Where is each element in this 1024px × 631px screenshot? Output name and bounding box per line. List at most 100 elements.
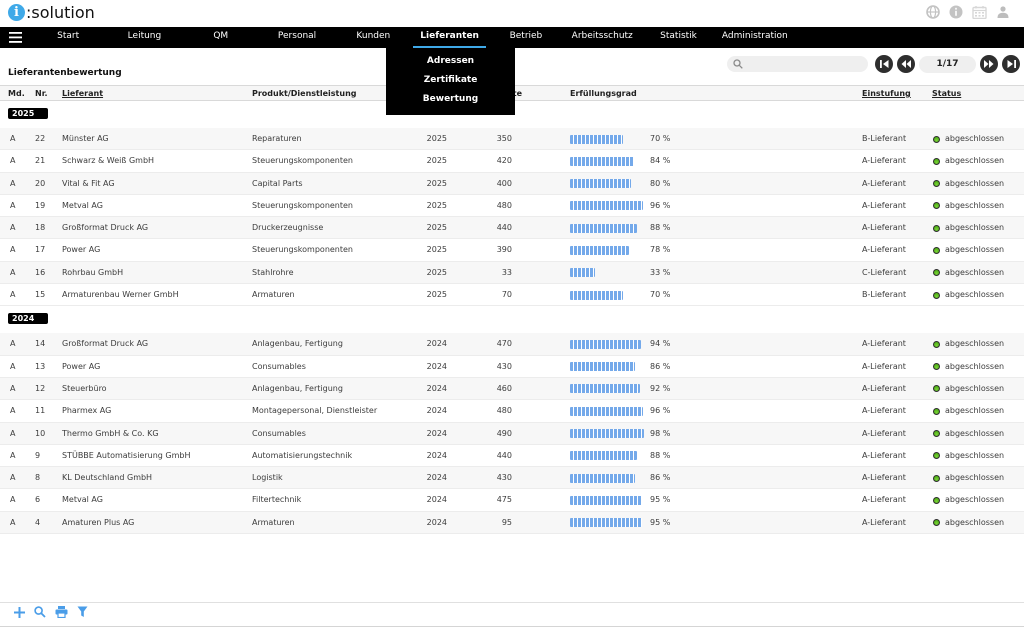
- cell-erfuellungsgrad: 70 %: [650, 134, 671, 143]
- status-green-icon: [933, 291, 940, 299]
- menu-icon[interactable]: [0, 27, 30, 48]
- first-page-button[interactable]: [875, 55, 893, 73]
- cell-produkt: Anlagenbau, Fertigung: [252, 339, 343, 349]
- nav-item-qm[interactable]: QM: [213, 31, 229, 41]
- nav-item-statistik[interactable]: Statistik: [660, 31, 697, 41]
- search-input[interactable]: [747, 59, 857, 69]
- col-header-lieferant[interactable]: Lieferant: [62, 89, 104, 98]
- add-icon[interactable]: [14, 606, 25, 618]
- status-green-icon: [933, 180, 940, 188]
- cell-nr: 17: [35, 245, 46, 255]
- table-row[interactable]: A 17 Power AG Steuerungskomponenten 2025 390 7…: [0, 239, 1024, 262]
- cell-produkt: Steuerungskomponenten: [252, 156, 354, 166]
- cell-produkt: Consumables: [252, 428, 306, 438]
- cell-einstufung: A-Lieferant: [862, 383, 906, 393]
- cell-status: abgeschlossen: [945, 450, 1005, 460]
- erfuellungsgrad-bar: [570, 156, 634, 166]
- cell-status: abgeschlossen: [945, 245, 1005, 255]
- cell-lieferant: Schwarz & Weiß GmbH: [62, 156, 155, 166]
- nav-items: Start Leitung QM Personal Kunden Lieferanten B…: [30, 27, 793, 48]
- cell-produkt: Stahlrohre: [252, 267, 294, 277]
- last-page-button[interactable]: [1002, 55, 1020, 73]
- cell-jahr: 2024: [426, 517, 447, 527]
- table-row[interactable]: A 9 STÜBBE Automatisierung GmbH Automatisie…: [0, 445, 1024, 468]
- footer-divider-top: [0, 602, 1024, 603]
- dropdown-item-zertifikate[interactable]: Zertifikate: [423, 75, 478, 85]
- cell-jahr: 2025: [426, 134, 447, 143]
- cell-punkte: 440: [496, 223, 512, 233]
- nav-item-leitung[interactable]: Leitung: [127, 31, 162, 41]
- cell-nr: 22: [35, 134, 46, 143]
- cell-status: abgeschlossen: [945, 473, 1005, 483]
- status-green-icon: [933, 519, 940, 527]
- status-green-icon: [933, 430, 940, 438]
- table-row[interactable]: A 13 Power AG Consumables 2024 430 86 % A-Liefe…: [0, 356, 1024, 378]
- table-row[interactable]: A 16 Rohrbau GmbH Stahlrohre 2025 33 33 % C-Lie…: [0, 261, 1024, 285]
- section-rows: A 14 Großformat Druck AG Anlagenbau, Fertig…: [0, 333, 1024, 535]
- table-row[interactable]: A 8 KL Deutschland GmbH Logistik 2024 430 86 %…: [0, 467, 1024, 490]
- cell-produkt: Capital Parts: [252, 178, 303, 188]
- cell-lieferant: STÜBBE Automatisierung GmbH: [62, 450, 191, 460]
- cell-nr: 12: [35, 383, 46, 393]
- filter-icon[interactable]: [77, 606, 88, 618]
- table-row[interactable]: A 18 Großformat Druck AG Druckerzeugnisse 20…: [0, 217, 1024, 240]
- cell-status: abgeschlossen: [945, 495, 1005, 505]
- cell-punkte: 95: [501, 517, 512, 527]
- prev-page-button[interactable]: [897, 55, 915, 73]
- nav-item-kunden[interactable]: Kunden: [356, 31, 391, 41]
- info-icon[interactable]: [949, 5, 963, 19]
- nav-item-start[interactable]: Start: [57, 31, 80, 41]
- erfuellungsgrad-bar: [570, 362, 636, 372]
- cell-produkt: Armaturen: [252, 290, 295, 300]
- cell-md: A: [10, 517, 16, 527]
- erfuellungsgrad-bar: [570, 290, 624, 300]
- search-icon[interactable]: [34, 606, 46, 618]
- cell-nr: 13: [35, 361, 46, 371]
- nav-item-personal[interactable]: Personal: [277, 31, 317, 41]
- col-header-status[interactable]: Status: [932, 89, 962, 98]
- table-row[interactable]: A 19 Metval AG Steuerungskomponenten 2025 480…: [0, 195, 1024, 218]
- table-row[interactable]: A 22 Münster AG Reparaturen 2025 350 70 % B-Lie…: [0, 128, 1024, 151]
- topbar: i :solution: [0, 0, 1024, 27]
- year-section-2025: 2025 A 22 Münster AG Reparaturen 2025 350 70 % B…: [0, 101, 1024, 307]
- table-row[interactable]: A 10 Thermo GmbH & Co. KG Consumables 2024 49…: [0, 422, 1024, 445]
- table-row[interactable]: A 6 Metval AG Filtertechnik 2024 475 95 % A-Lie…: [0, 489, 1024, 512]
- cell-jahr: 2025: [426, 290, 447, 300]
- search-box[interactable]: [727, 56, 868, 72]
- table-row[interactable]: A 11 Pharmex AG Montagepersonal, Dienstleis…: [0, 400, 1024, 423]
- erfuellungsgrad-bar: [570, 245, 630, 255]
- erfuellungsgrad-bar: [570, 134, 624, 144]
- nav-item-betrieb[interactable]: Betrieb: [509, 31, 543, 41]
- table-row[interactable]: A 12 Steuerbüro Anlagenbau, Fertigung 2024 46…: [0, 377, 1024, 401]
- dropdown-item-adressen[interactable]: Adressen: [426, 56, 475, 66]
- globe-icon[interactable]: [926, 5, 940, 19]
- cell-nr: 9: [35, 450, 41, 460]
- table-row[interactable]: A 15 Armaturenbau Werner GmbH Armaturen 2025…: [0, 284, 1024, 307]
- nav-item-lieferanten[interactable]: Lieferanten: [411, 27, 487, 48]
- table-row[interactable]: A 14 Großformat Druck AG Anlagenbau, Fertig…: [0, 333, 1024, 356]
- table-row[interactable]: A 20 Vital & Fit AG Capital Parts 2025 400 80 …: [0, 172, 1024, 195]
- dropdown-item-bewertung[interactable]: Bewertung: [422, 94, 479, 104]
- calendar-icon[interactable]: [972, 5, 987, 19]
- print-icon[interactable]: [55, 606, 68, 618]
- cell-nr: 6: [35, 495, 41, 505]
- cell-produkt: Automatisierungstechnik: [252, 450, 353, 460]
- erfuellungsgrad-bar: [570, 451, 637, 461]
- col-header-einstufung[interactable]: Einstufung: [862, 89, 911, 98]
- user-icon[interactable]: [996, 5, 1010, 19]
- cell-punkte: 33: [501, 267, 512, 277]
- status-green-icon: [933, 135, 940, 143]
- status-green-icon: [933, 157, 940, 165]
- cell-produkt: Montagepersonal, Dienstleister: [252, 406, 378, 416]
- nav-item-administration[interactable]: Administration: [721, 31, 788, 41]
- cell-einstufung: A-Lieferant: [862, 517, 906, 527]
- cell-nr: 19: [35, 200, 46, 210]
- erfuellungsgrad-bar: [570, 518, 643, 528]
- col-header-produkt: Produkt/Dienstleistung: [252, 89, 357, 98]
- table-row[interactable]: A 21 Schwarz & Weiß GmbH Steuerungskomponen…: [0, 150, 1024, 173]
- cell-lieferant: Großformat Druck AG: [62, 223, 149, 233]
- table-row[interactable]: A 4 Amaturen Plus AG Armaturen 2024 95 95 % A-L…: [0, 511, 1024, 535]
- nav-item-arbeitsschutz[interactable]: Arbeitsschutz: [571, 31, 633, 41]
- next-page-button[interactable]: [980, 55, 998, 73]
